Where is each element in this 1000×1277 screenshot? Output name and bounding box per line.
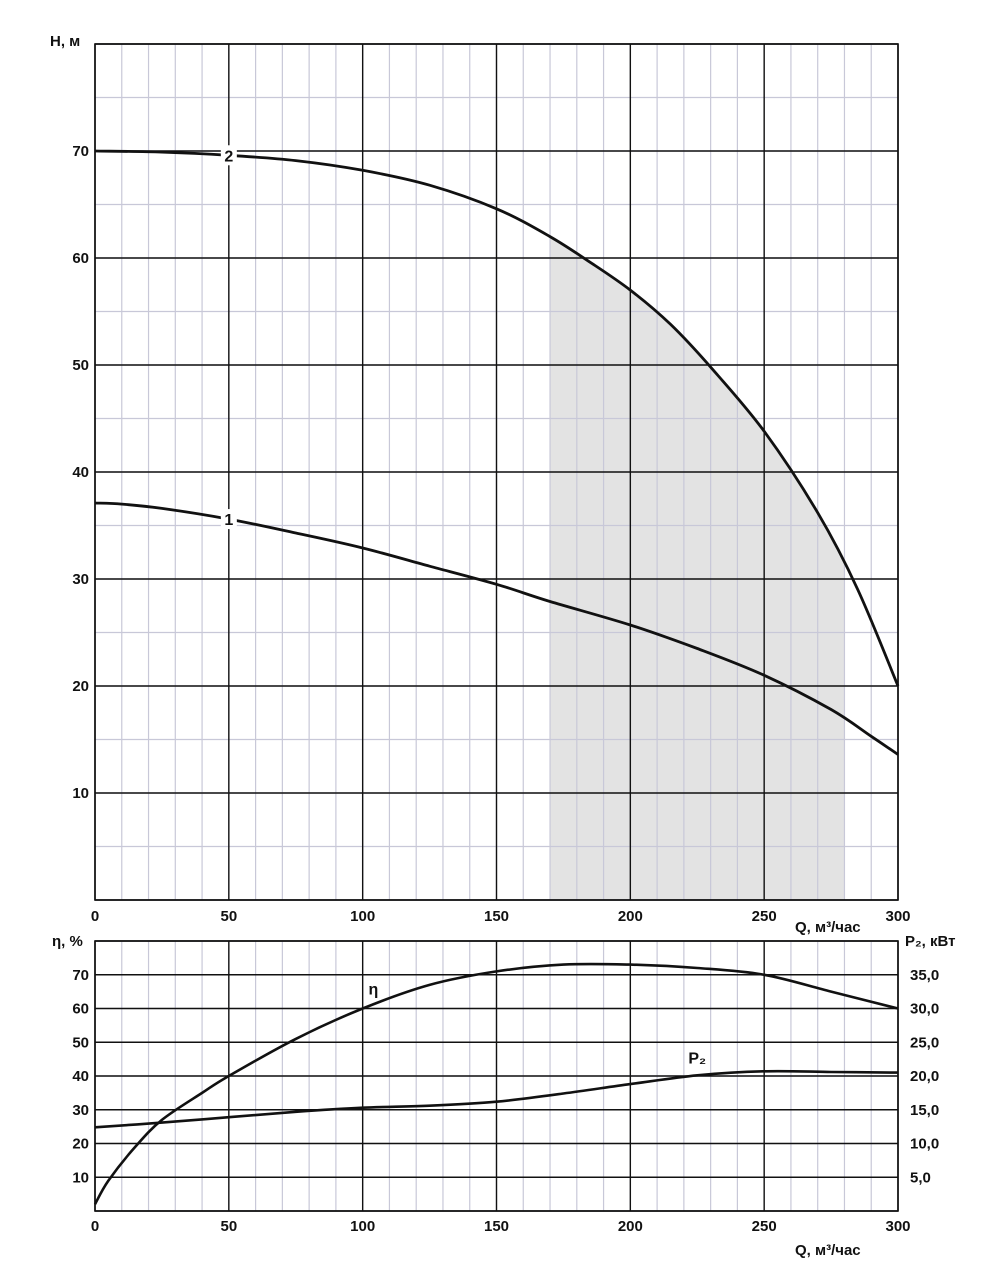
head-chart: 0 50 100 150 200 250 300 10 20 30 40 50 60 70 H, м Q, м… [50,33,911,936]
x-tick-label: 150 [484,908,509,925]
x-tick-label: 100 [350,1218,375,1235]
series-curve-power [94,1069,899,1129]
x-tick-label: 250 [752,908,777,925]
left-y-tick-label: 70 [72,967,89,984]
left-y-tick-label: 40 [72,1068,89,1085]
curve-label-halo [220,509,237,530]
y-tick-label: 50 [72,357,89,374]
right-y-tick-label: 30,0 [910,1001,939,1018]
left-y-tick-label: 10 [72,1169,89,1186]
x-tick-label: 200 [618,908,643,925]
left-y-tick-label: 60 [72,1001,89,1018]
x-tick-label: 250 [752,1218,777,1235]
curve-label: 2 [224,148,233,165]
x-tick-label: 100 [350,908,375,925]
x-tick-label: 300 [885,908,910,925]
left-y-tick-label: 30 [72,1102,89,1119]
x-tick-label: 50 [220,1218,237,1235]
right-y-tick-label: 25,0 [910,1034,939,1051]
operating-range-shade [550,236,845,901]
series-curve-2 [94,149,900,687]
series-curve-1 [94,501,899,756]
right-y-tick-label: 15,0 [910,1102,939,1119]
right-y-tick-label: 10,0 [910,1136,939,1153]
right-y-axis-label: P₂, кВт [905,933,956,950]
plot-frame [94,43,899,901]
y-tick-label: 20 [72,678,89,695]
y-tick-label: 70 [72,143,89,160]
x-tick-label: 150 [484,1218,509,1235]
series-curve-efficiency [93,962,899,1205]
x-tick-label: 300 [885,1218,910,1235]
right-y-tick-label: 20,0 [910,1068,939,1085]
y-tick-label: 10 [72,785,89,802]
x-tick-label: 200 [618,1218,643,1235]
right-y-tick-label: 35,0 [910,967,939,984]
left-y-tick-label: 50 [72,1034,89,1051]
efficiency-curve-label: η [368,982,378,999]
left-y-axis-label: η, % [52,933,83,950]
plot-frame [94,940,899,1212]
x-axis-label: Q, м³/час [795,919,861,936]
efficiency-power-chart: 0 50 100 150 200 250 300 10 20 30 40 50 60 70 5,0 10,0 1… [52,933,956,1259]
x-tick-label: 50 [220,908,237,925]
curve-label: 1 [224,512,233,529]
y-tick-label: 40 [72,464,89,481]
curve-label-halo [220,145,237,166]
y-tick-label: 30 [72,571,89,588]
power-curve-label: P₂ [688,1050,706,1067]
x-tick-label: 0 [91,1218,99,1235]
x-axis-label: Q, м³/час [795,1242,861,1259]
left-y-tick-label: 20 [72,1136,89,1153]
y-tick-label: 60 [72,250,89,267]
y-axis-label: H, м [50,33,80,50]
x-tick-label: 0 [91,908,99,925]
right-y-tick-label: 5,0 [910,1169,931,1186]
